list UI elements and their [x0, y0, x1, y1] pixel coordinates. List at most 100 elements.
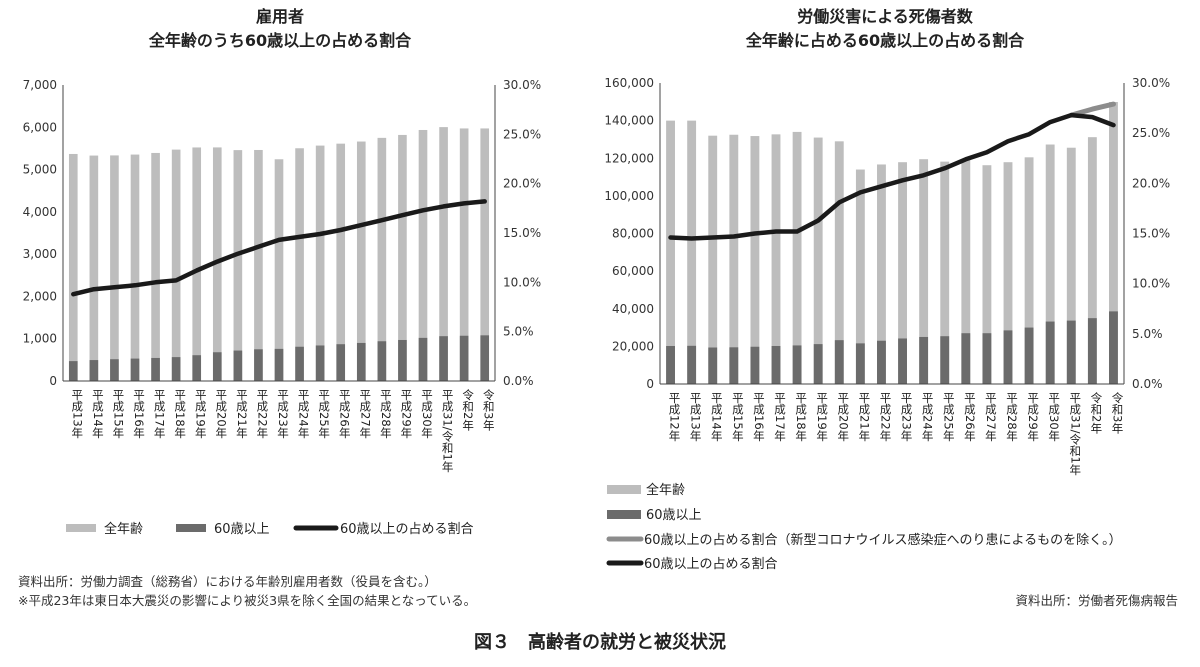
bar-60plus — [315, 345, 325, 381]
right-axis-tick-label: 30.0% — [503, 78, 541, 92]
bar-60plus — [1003, 330, 1013, 384]
bar-all-ages — [666, 120, 675, 384]
x-category-label: 平成27年 — [984, 392, 998, 441]
left-axis-tick-label: 80,000 — [612, 227, 654, 241]
x-category-label: 平成21年 — [235, 389, 249, 438]
x-category-label: 平成23年 — [900, 392, 914, 441]
ratio-line-excluding-covid — [1068, 101, 1116, 118]
x-category-label: 平成13年 — [70, 389, 84, 438]
bar-60plus — [687, 345, 697, 384]
bar-60plus — [771, 345, 781, 384]
bar-60plus — [750, 346, 760, 384]
right-axis-tick-label: 15.0% — [503, 226, 541, 240]
bar-60plus — [130, 358, 140, 381]
x-category-label: 平成17年 — [153, 389, 167, 438]
left-chart-plot: 0 1,000 2,000 3,000 4,000 5,000 6,000 7,000 0.0%… — [23, 78, 541, 472]
bar-60plus — [855, 343, 865, 384]
ratio-line — [668, 112, 1116, 241]
bar-all-ages — [898, 162, 907, 384]
bar-all-ages — [834, 141, 844, 384]
bar-all-ages — [792, 131, 802, 384]
right-axis-tick-label: 20.0% — [503, 177, 541, 191]
bar-all-ages — [708, 135, 718, 384]
bar-all-ages — [729, 134, 739, 384]
legend-label-60plus: 60歳以上 — [214, 522, 270, 537]
x-category-label: 平成19年 — [194, 389, 208, 438]
bar-60plus — [192, 355, 202, 381]
legend-swatch-60plus — [176, 524, 206, 532]
bar-all-ages — [855, 169, 865, 384]
bar-all-ages — [1045, 144, 1055, 384]
x-category-label: 平成29年 — [1026, 392, 1040, 441]
bar-all-ages — [439, 127, 448, 381]
bar-60plus — [961, 333, 971, 384]
bar-all-ages — [336, 143, 346, 381]
bar-all-ages — [1087, 137, 1097, 384]
right-axis-tick-label: 10.0% — [503, 275, 541, 289]
x-category-label: 平成26年 — [963, 392, 977, 441]
left-footnote: ※平成23年は東日本大震災の影響により被災3県を除く全国の結果となっている。 — [18, 593, 476, 608]
right-axis-tick-label: 30.0% — [1132, 76, 1170, 90]
left-axis-tick-label: 100,000 — [604, 189, 654, 203]
x-category-label: 平成12年 — [668, 392, 682, 441]
bar-60plus — [1087, 318, 1097, 384]
bar-60plus — [439, 336, 448, 381]
x-category-label: 平成15年 — [111, 389, 125, 438]
bar-all-ages — [192, 147, 202, 381]
bar-all-ages — [687, 120, 697, 384]
legend-label-all-ages: 全年齢 — [104, 521, 143, 537]
bar-60plus — [377, 341, 387, 381]
x-category-label: 平成24年 — [297, 389, 311, 438]
right-axis-tick-label: 20.0% — [1132, 176, 1170, 190]
bar-60plus — [398, 339, 407, 381]
bar-all-ages — [130, 154, 140, 381]
bar-all-ages — [110, 155, 119, 381]
bar-60plus — [1109, 311, 1118, 384]
bar-all-ages — [398, 134, 407, 381]
bar-all-ages — [418, 129, 428, 381]
left-axis-tick-label: 1,000 — [23, 332, 57, 346]
right-chart-title: 労働災害による死傷者数 — [797, 7, 974, 26]
x-category-label: 平成21年 — [857, 392, 871, 441]
figure-caption: 図３ 高齢者の就労と被災状況 — [474, 631, 726, 653]
legend-label-ratio-excl-covid: 60歳以上の占める割合（新型コロナウイルス感染症へのり患によるものを除く。） — [644, 532, 1122, 548]
bar-all-ages — [1066, 147, 1076, 384]
x-category-label: 平成25年 — [317, 389, 331, 438]
left-axis-tick-label: 120,000 — [604, 151, 654, 165]
right-axis-tick-label: 5.0% — [1132, 327, 1163, 341]
bar-60plus — [68, 361, 78, 381]
legend-label-ratio: 60歳以上の占める割合 — [340, 521, 474, 537]
x-category-label: 平成28年 — [1005, 392, 1019, 441]
legend-swatch-all-ages-right — [607, 485, 641, 494]
bar-60plus — [898, 338, 907, 384]
bar-all-ages — [89, 155, 99, 381]
right-legend: 全年齢 60歳以上 60歳以上の占める割合（新型コロナウイルス感染症へのり患によ… — [606, 482, 1122, 572]
legend-label-all-ages-right: 全年齢 — [646, 482, 685, 498]
bar-all-ages — [254, 149, 263, 381]
left-source-note: 資料出所：労働力調査（総務省）における年齢別雇用者数（役員を含む。） — [18, 574, 437, 589]
bar-60plus — [480, 335, 490, 381]
x-category-label: 平成20年 — [836, 392, 850, 441]
bar-all-ages — [1024, 157, 1034, 384]
legend-label-60plus-right: 60歳以上 — [646, 508, 702, 523]
bar-60plus — [212, 352, 222, 381]
bar-all-ages — [750, 136, 760, 384]
bar-60plus — [110, 359, 119, 381]
bar-60plus — [1045, 321, 1055, 384]
right-axis-tick-label: 5.0% — [503, 325, 534, 339]
x-category-label: 平成18年 — [794, 392, 808, 441]
x-category-label: 平成22年 — [255, 389, 269, 438]
right-axis-tick-label: 0.0% — [1132, 377, 1163, 391]
bar-all-ages — [295, 148, 304, 381]
x-category-label: 平成15年 — [731, 392, 745, 441]
legend-label-ratio-right: 60歳以上の占める割合 — [644, 556, 778, 572]
left-legend: 全年齢 60歳以上 60歳以上の占める割合 — [66, 521, 474, 537]
bar-60plus — [792, 345, 802, 384]
bar-all-ages — [233, 150, 243, 381]
x-category-label: 平成14年 — [91, 389, 105, 438]
bar-60plus — [274, 348, 284, 381]
bar-60plus — [254, 349, 263, 381]
bar-60plus — [1024, 327, 1034, 384]
bar-60plus — [729, 347, 739, 384]
left-axis-tick-label: 5,000 — [23, 163, 57, 177]
